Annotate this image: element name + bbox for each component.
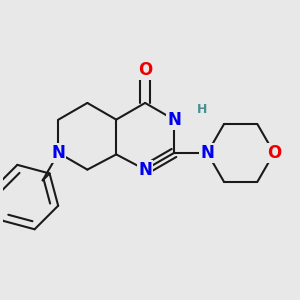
Text: N: N [167,111,181,129]
Text: N: N [52,144,65,162]
Text: N: N [138,160,152,178]
Text: O: O [267,144,281,162]
Text: O: O [138,61,152,79]
Text: N: N [200,144,214,162]
Text: H: H [197,103,208,116]
